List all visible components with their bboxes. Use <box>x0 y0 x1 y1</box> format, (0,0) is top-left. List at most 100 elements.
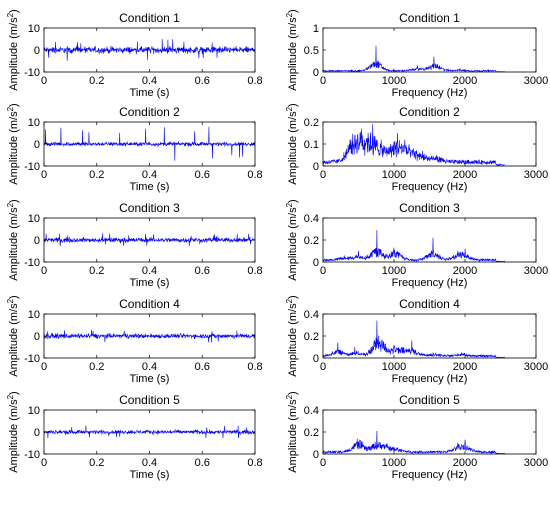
signal-line <box>322 230 506 263</box>
y-tick-label: 0 <box>313 449 319 461</box>
y-tick-label: -10 <box>24 449 40 461</box>
x-tick-label: 3000 <box>524 75 548 87</box>
y-axis-label-superscript: 2 <box>6 202 15 207</box>
x-tick-label: 2000 <box>453 265 477 277</box>
x-tick-label: 2000 <box>453 75 477 87</box>
x-tick-label: 0.4 <box>142 75 157 87</box>
y-tick-label: 0.2 <box>304 427 319 439</box>
y-tick-label: -10 <box>24 257 40 269</box>
x-axis-label: Time (s) <box>130 277 170 289</box>
y-axis-label-superscript: 2 <box>285 298 294 303</box>
x-tick-label: 1000 <box>382 265 406 277</box>
x-tick-label: 0.8 <box>247 169 262 181</box>
signal-line <box>43 233 256 246</box>
x-tick-label: 0 <box>320 75 326 87</box>
plot-title: Condition 3 <box>119 201 180 215</box>
x-tick-label: 3000 <box>524 457 548 469</box>
y-axis-label-superscript: 2 <box>6 394 15 399</box>
y-tick-label: 0.4 <box>304 405 319 417</box>
plot-title: Condition 4 <box>399 297 460 311</box>
x-tick-label: 0.6 <box>195 457 210 469</box>
x-tick-label: 0.8 <box>247 457 262 469</box>
y-tick-label: 0 <box>34 139 40 151</box>
x-tick-label: 0.2 <box>89 169 104 181</box>
y-axis-label-superscript: 2 <box>285 394 294 399</box>
y-axis-label: Amplitude (m/s2) <box>285 295 299 376</box>
y-tick-label: 1 <box>313 23 319 35</box>
x-axis-label: Frequency (Hz) <box>392 277 468 289</box>
x-tick-label: 0 <box>41 75 47 87</box>
x-tick-label: 1000 <box>382 457 406 469</box>
y-axis-label-main: Amplitude (m/s <box>287 207 299 281</box>
x-tick-label: 0.8 <box>247 265 262 277</box>
y-axis-label-superscript: 2 <box>6 298 15 303</box>
spectrum-plot-5: Condition 5 0 1000 2000 3000 0 0.2 0.4 Frequency… <box>285 391 548 481</box>
y-tick-label: 0.2 <box>304 117 319 129</box>
y-axis-label-main: Amplitude (m/s <box>8 207 20 281</box>
signal-line <box>43 425 256 439</box>
x-tick-label: 0.4 <box>142 361 157 373</box>
x-tick-label: 0 <box>320 169 326 181</box>
x-axis-label: Time (s) <box>130 373 170 385</box>
y-tick-label: 0 <box>34 331 40 343</box>
y-tick-label: 10 <box>28 309 40 321</box>
x-tick-label: 0.6 <box>195 265 210 277</box>
y-axis-label-main: Amplitude (m/s <box>287 399 299 473</box>
x-tick-label: 0.6 <box>195 169 210 181</box>
y-axis-label-superscript: 2 <box>6 106 15 111</box>
y-axis-label: Amplitude (m/s2) <box>6 199 20 280</box>
x-tick-label: 3000 <box>524 265 548 277</box>
y-axis-label-end: ) <box>8 9 20 13</box>
y-axis-label-end: ) <box>287 199 299 203</box>
y-tick-label: 10 <box>28 117 40 129</box>
x-tick-label: 0 <box>320 457 326 469</box>
y-tick-label: 0 <box>313 67 319 79</box>
y-axis-label-end: ) <box>8 295 20 299</box>
y-axis-label-end: ) <box>8 103 20 107</box>
x-tick-label: 0.2 <box>89 361 104 373</box>
x-axis-label: Time (s) <box>130 469 170 481</box>
y-axis-label-main: Amplitude (m/s <box>8 111 20 185</box>
x-tick-label: 0.6 <box>195 75 210 87</box>
y-tick-label: 0.2 <box>304 235 319 247</box>
y-axis-label-end: ) <box>287 295 299 299</box>
y-axis-label-end: ) <box>287 103 299 107</box>
signal-line <box>322 320 505 359</box>
y-tick-label: 0 <box>313 257 319 269</box>
x-tick-label: 0.4 <box>142 169 157 181</box>
y-tick-label: 0 <box>34 45 40 57</box>
signal-line <box>322 45 505 73</box>
x-tick-label: 2000 <box>453 457 477 469</box>
x-axis-label: Frequency (Hz) <box>392 87 468 99</box>
x-tick-label: 1000 <box>382 169 406 181</box>
x-tick-label: 0.6 <box>195 361 210 373</box>
y-axis-label: Amplitude (m/s2) <box>285 391 299 472</box>
y-axis-label: Amplitude (m/s2) <box>285 103 299 184</box>
y-tick-label: 0 <box>313 161 319 173</box>
y-axis-label-superscript: 2 <box>285 106 294 111</box>
signal-line <box>43 38 256 61</box>
x-tick-label: 0.2 <box>89 265 104 277</box>
y-axis-label-end: ) <box>287 391 299 395</box>
y-tick-label: 0 <box>34 427 40 439</box>
x-tick-label: 0 <box>320 361 326 373</box>
x-tick-label: 0.4 <box>142 265 157 277</box>
y-tick-label: 0.4 <box>304 213 319 225</box>
plot-title: Condition 1 <box>119 11 180 25</box>
x-tick-label: 3000 <box>524 361 548 373</box>
x-tick-label: 0.2 <box>89 457 104 469</box>
x-tick-label: 0 <box>320 265 326 277</box>
y-axis-label-main: Amplitude (m/s <box>287 303 299 377</box>
y-axis-label: Amplitude (m/s2) <box>6 295 20 376</box>
y-tick-label: 0.1 <box>304 139 319 151</box>
y-axis-label-end: ) <box>287 9 299 13</box>
x-tick-label: 0 <box>41 265 47 277</box>
y-axis-label-end: ) <box>8 199 20 203</box>
y-axis-label: Amplitude (m/s2) <box>6 9 20 90</box>
spectrum-plot-1: Condition 1 0 1000 2000 3000 0 0.5 1 Frequency (… <box>285 9 548 99</box>
y-tick-label: 10 <box>28 213 40 225</box>
x-tick-label: 0 <box>41 169 47 181</box>
